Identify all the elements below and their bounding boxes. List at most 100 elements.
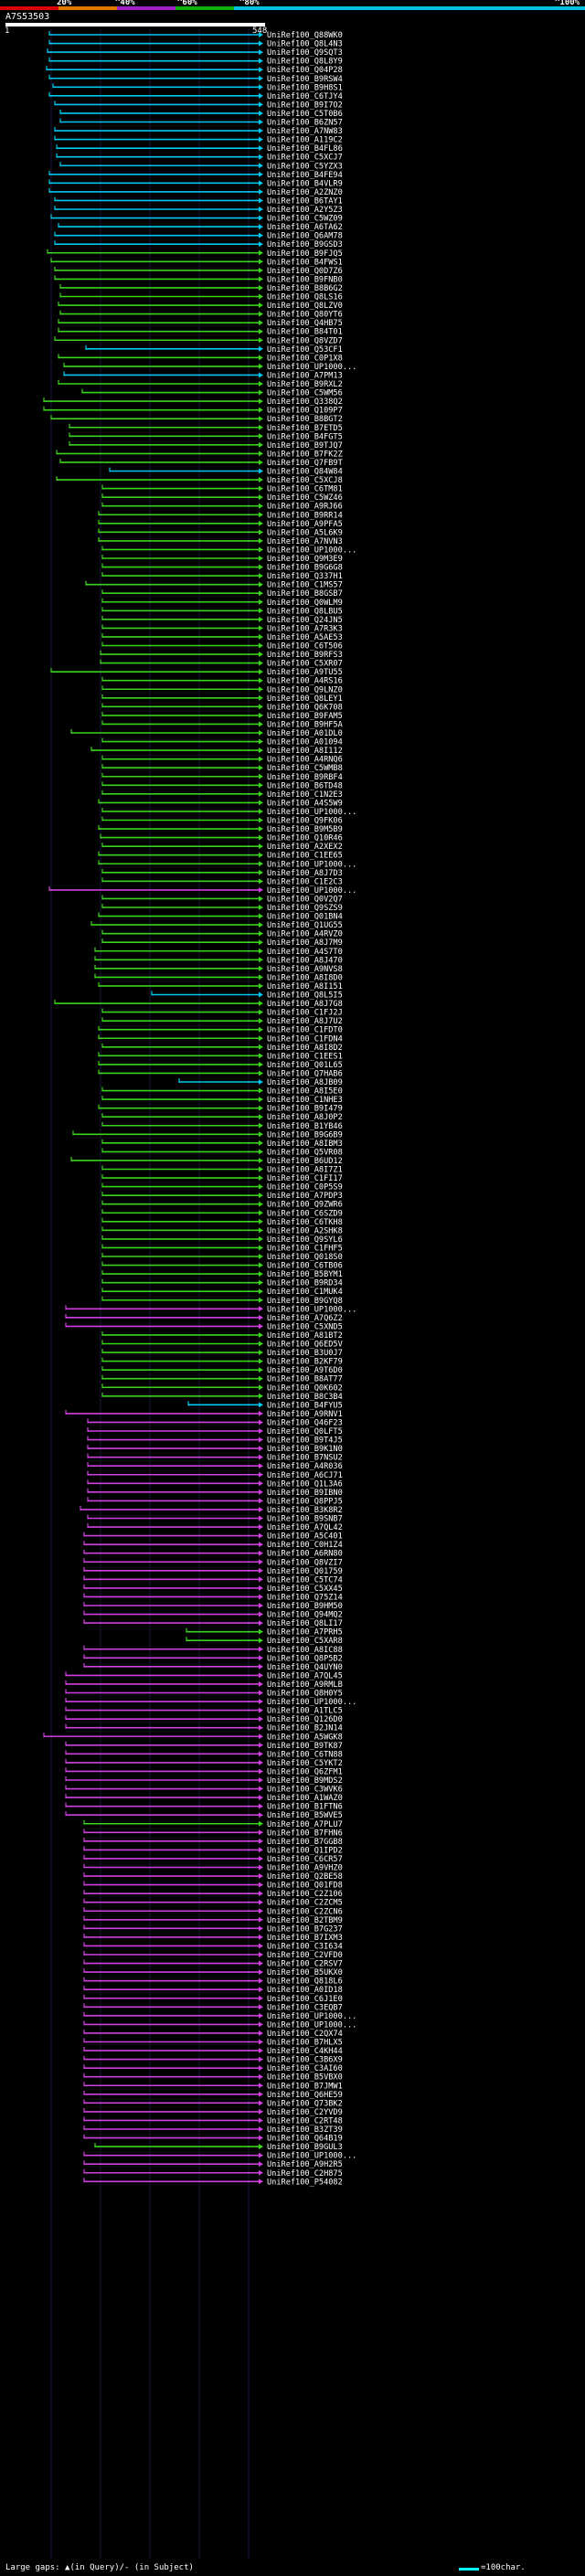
hit-label[interactable]: UniRef100_C2QX74 — [267, 2030, 343, 2039]
hit-label[interactable]: UniRef100_C1FJ2J — [267, 1009, 343, 1018]
hit-row[interactable]: UniRef100_Q8LS16 — [59, 292, 343, 302]
hit-row[interactable]: UniRef100_C1MUK4 — [101, 1288, 343, 1297]
hit-row[interactable]: UniRef100_B9RSW4 — [48, 74, 343, 84]
hit-row[interactable]: UniRef100_B4FYU5 — [187, 1401, 343, 1410]
hit-label[interactable]: UniRef100_B9T4J5 — [267, 1436, 343, 1446]
hit-row[interactable]: UniRef100_C4KH44 — [83, 2047, 343, 2056]
hit-label[interactable]: UniRef100_A8J470 — [267, 956, 343, 965]
hit-label[interactable]: UniRef100_B9GUL3 — [267, 2143, 343, 2152]
hit-label[interactable]: UniRef100_Q6ED5V — [267, 1341, 343, 1350]
hit-label[interactable]: UniRef100_A8J7D3 — [267, 869, 343, 878]
hit-label[interactable]: UniRef100_Q94MQ2 — [267, 1611, 343, 1620]
hit-row[interactable]: UniRef100_C5YKT2 — [65, 1758, 343, 1768]
hit-row[interactable]: UniRef100_Q8PPJ5 — [87, 1497, 343, 1506]
hit-label[interactable]: UniRef100_B5WVE5 — [267, 1811, 343, 1820]
hit-label[interactable]: UniRef100_A1WAZ0 — [267, 1794, 343, 1803]
hit-label[interactable]: UniRef100_C1MS57 — [267, 581, 343, 590]
hit-label[interactable]: UniRef100_A9RMLB — [267, 1680, 343, 1690]
hit-row[interactable]: UniRef100_C2ZCM5 — [83, 1898, 343, 1908]
hit-label[interactable]: UniRef100_C4KH44 — [267, 2047, 343, 2056]
hit-row[interactable]: UniRef100_B4FL86 — [56, 144, 343, 154]
hit-label[interactable]: UniRef100_Q01L65 — [267, 1061, 343, 1070]
hit-row[interactable]: UniRef100_B1FTN6 — [65, 1802, 343, 1812]
hit-label[interactable]: UniRef100_A0ID18 — [267, 1986, 343, 1995]
hit-label[interactable]: UniRef100_Q8LI17 — [267, 1619, 343, 1628]
hit-row[interactable]: UniRef100_B6TAY1 — [54, 196, 343, 206]
hit-row[interactable]: UniRef100_Q0LFT5 — [87, 1427, 343, 1436]
hit-label[interactable]: UniRef100_A9PFA5 — [267, 520, 343, 529]
hit-label[interactable]: UniRef100_B7FK2Z — [267, 450, 343, 459]
hit-label[interactable]: UniRef100_UP1000... — [267, 886, 356, 896]
hit-row[interactable]: UniRef100_B9G6B9 — [72, 1130, 343, 1140]
hit-row[interactable]: UniRef100_C5XAR8 — [186, 1637, 343, 1646]
hit-label[interactable]: UniRef100_Q126D0 — [267, 1715, 343, 1724]
hit-row[interactable]: UniRef100_A5AE53 — [101, 632, 343, 642]
hit-row[interactable]: UniRef100_A8J7D3 — [101, 868, 343, 878]
hit-label[interactable]: UniRef100_Q9SQT3 — [267, 48, 343, 58]
hit-row[interactable]: UniRef100_B9H8S1 — [52, 83, 343, 92]
hit-label[interactable]: UniRef100_Q04P28 — [267, 66, 343, 75]
hit-label[interactable]: UniRef100_C6SZD9 — [267, 1209, 343, 1218]
hit-row[interactable]: UniRef100_A4R036 — [87, 1462, 343, 1471]
hit-label[interactable]: UniRef100_B9M5B9 — [267, 825, 343, 834]
hit-label[interactable]: UniRef100_C2ZCM5 — [267, 1899, 343, 1908]
hit-label[interactable]: UniRef100_A7R3K3 — [267, 624, 343, 633]
hit-label[interactable]: UniRef100_B4FYU5 — [267, 1401, 343, 1410]
hit-label[interactable]: UniRef100_B5BYM1 — [267, 1270, 343, 1279]
hit-row[interactable]: UniRef100_C5WZ09 — [50, 214, 343, 224]
hit-label[interactable]: UniRef100_Q46F23 — [267, 1418, 343, 1427]
hit-label[interactable]: UniRef100_A5C401 — [267, 1532, 343, 1542]
hit-row[interactable]: UniRef100_B7FHN6 — [83, 1829, 343, 1838]
hit-label[interactable]: UniRef100_Q73BK2 — [267, 2099, 343, 2108]
hit-label[interactable]: UniRef100_B1YB46 — [267, 1122, 343, 1131]
hit-label[interactable]: UniRef100_A8J7U2 — [267, 1017, 343, 1026]
hit-row[interactable]: UniRef100_UP1000... — [83, 2020, 356, 2030]
hit-row[interactable]: UniRef100_A7PM13 — [63, 371, 343, 380]
hit-label[interactable]: UniRef100_UP1000... — [267, 2012, 356, 2021]
hit-row[interactable]: UniRef100_A8I8D0 — [94, 973, 343, 982]
hit-label[interactable]: UniRef100_B2TBM9 — [267, 1916, 343, 1925]
hit-row[interactable]: UniRef100_C3WVK6 — [65, 1785, 343, 1795]
hit-row[interactable]: UniRef100_Q9SYL6 — [101, 1235, 343, 1245]
hit-label[interactable]: UniRef100_C5WMB8 — [267, 764, 343, 773]
hit-label[interactable]: UniRef100_Q2BE58 — [267, 1872, 343, 1882]
hit-label[interactable]: UniRef100_B7IXM3 — [267, 1934, 343, 1943]
hit-row[interactable]: UniRef100_Q9LNZ0 — [101, 685, 343, 694]
hit-row[interactable]: UniRef100_A8I112 — [90, 747, 343, 756]
hit-row[interactable]: UniRef100_Q01BN4 — [98, 912, 343, 922]
hit-label[interactable]: UniRef100_B9GYQ8 — [267, 1297, 343, 1306]
hit-label[interactable]: UniRef100_Q01BN4 — [267, 913, 343, 922]
hit-row[interactable]: UniRef100_A9T6D0 — [101, 1366, 343, 1375]
hit-row[interactable]: UniRef100_C1EES1 — [98, 1052, 343, 1061]
hit-row[interactable]: UniRef100_B4FWS1 — [50, 258, 343, 267]
hit-row[interactable]: UniRef100_B2KF79 — [101, 1357, 343, 1367]
hit-row[interactable]: UniRef100_P54082 — [83, 2178, 343, 2187]
hit-label[interactable]: UniRef100_A2SHK8 — [267, 1226, 343, 1235]
hit-row[interactable]: UniRef100_C1FHF5 — [101, 1244, 343, 1253]
hit-label[interactable]: UniRef100_B7JMW1 — [267, 2082, 343, 2091]
hit-row[interactable]: UniRef100_A9RNV1 — [65, 1409, 343, 1419]
hit-row[interactable]: UniRef100_B9HM50 — [83, 1602, 343, 1611]
hit-label[interactable]: UniRef100_Q10R46 — [267, 834, 343, 843]
hit-label[interactable]: UniRef100_UP1000... — [267, 363, 356, 372]
hit-label[interactable]: UniRef100_Q338Q2 — [267, 398, 343, 407]
hit-label[interactable]: UniRef100_C3B6X9 — [267, 2056, 343, 2065]
hit-row[interactable]: UniRef100_C6TJY4 — [48, 91, 343, 101]
hit-row[interactable]: UniRef100_Q6ZFM1 — [65, 1767, 343, 1776]
hit-row[interactable]: UniRef100_Q01FD8 — [83, 1881, 343, 1891]
hit-label[interactable]: UniRef100_Q80YT6 — [267, 311, 343, 320]
hit-label[interactable]: UniRef100_Q84W84 — [267, 468, 343, 477]
hit-row[interactable]: UniRef100_C2H875 — [83, 2168, 343, 2178]
hit-label[interactable]: UniRef100_B9MDS2 — [267, 1776, 343, 1786]
hit-row[interactable]: UniRef100_A2Y5Z3 — [54, 206, 343, 215]
hit-row[interactable]: UniRef100_C3EQB7 — [83, 2003, 343, 2012]
hit-row[interactable]: UniRef100_B9K1N0 — [87, 1445, 343, 1454]
hit-label[interactable]: UniRef100_C5XAR8 — [267, 1637, 343, 1646]
hit-label[interactable]: UniRef100_Q818L6 — [267, 1977, 343, 1987]
hit-row[interactable]: UniRef100_Q9FK06 — [101, 816, 343, 826]
hit-label[interactable]: UniRef100_A2XEX2 — [267, 843, 343, 852]
hit-row[interactable]: UniRef100_A9PFA5 — [98, 519, 343, 529]
hit-row[interactable]: UniRef100_C5TC74 — [83, 1575, 343, 1585]
hit-row[interactable]: UniRef100_C1E2C3 — [101, 877, 343, 886]
hit-row[interactable]: UniRef100_Q0V2Q7 — [101, 895, 343, 904]
